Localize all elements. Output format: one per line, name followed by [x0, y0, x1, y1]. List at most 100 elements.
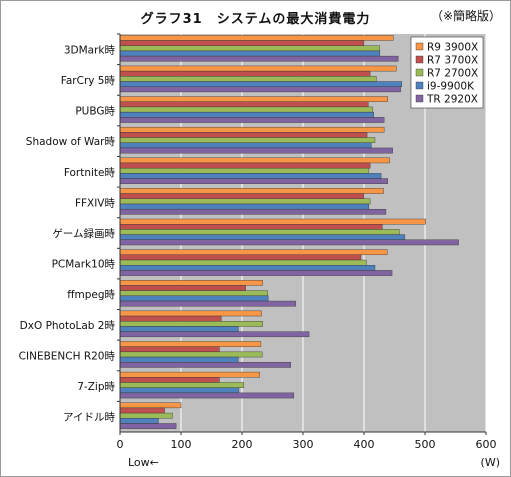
bar — [119, 111, 374, 118]
bar — [119, 101, 369, 108]
bar — [119, 280, 263, 286]
bar — [119, 218, 426, 225]
bar — [119, 387, 240, 394]
bar — [119, 132, 368, 138]
bar — [119, 45, 381, 52]
category-label: Shadow of War時 — [26, 136, 116, 148]
category-label: 3DMark時 — [64, 44, 116, 56]
bar — [119, 188, 384, 194]
bar — [119, 106, 373, 113]
legend-swatch — [415, 81, 424, 90]
bar — [119, 423, 177, 429]
legend-swatch — [415, 94, 424, 103]
chart-note: （※簡略版） — [430, 9, 501, 23]
bar — [119, 270, 393, 276]
bar — [119, 40, 365, 46]
legend-entry: i9-9900K — [427, 81, 475, 93]
legend-entry: TR 2920X — [426, 94, 478, 106]
legend-swatch — [415, 42, 424, 51]
x-tick-label: 300 — [293, 438, 314, 451]
category-label: 7-Zip時 — [77, 381, 115, 393]
bar — [119, 300, 296, 307]
bar — [119, 259, 367, 266]
bar — [119, 70, 371, 77]
bar — [119, 162, 371, 169]
bar — [119, 157, 390, 164]
x-tick-label: 600 — [476, 438, 497, 451]
bar — [119, 402, 182, 409]
category-label: PUBG時 — [75, 106, 115, 118]
bar — [119, 362, 292, 368]
category-label: CINEBENCH R20時 — [19, 350, 116, 362]
bar — [119, 392, 295, 399]
bar — [119, 254, 362, 261]
bar — [119, 198, 371, 205]
bar — [119, 76, 377, 82]
bar — [119, 50, 381, 57]
bar — [119, 285, 246, 291]
category-label: FFXIV時 — [75, 197, 116, 209]
legend-entry: R7 3700X — [427, 55, 478, 67]
bar — [119, 346, 220, 353]
x-tick-label: 100 — [171, 438, 192, 451]
bar — [119, 249, 388, 256]
category-label: DxO PhotoLab 2時 — [20, 320, 116, 332]
bar — [119, 331, 310, 338]
bar — [119, 117, 385, 123]
bar — [119, 65, 397, 72]
legend-entry: R9 3900X — [427, 42, 478, 54]
bar — [119, 96, 388, 102]
category-label: Fortnite時 — [64, 167, 116, 179]
bar — [119, 290, 268, 297]
bar — [119, 203, 370, 210]
bar — [119, 35, 394, 41]
category-label: PCMark10時 — [52, 259, 116, 271]
legend-swatch — [415, 55, 424, 64]
bar — [119, 371, 260, 378]
bar — [119, 326, 239, 332]
category-label: ゲーム録画時 — [52, 227, 115, 240]
bar — [119, 234, 406, 241]
category-label: FarCry 5時 — [61, 75, 116, 87]
bar — [119, 173, 382, 179]
bar — [119, 147, 393, 154]
x-tick-label: 200 — [232, 438, 253, 451]
x-tick-label: 0 — [117, 438, 124, 451]
bar — [119, 351, 263, 358]
bar — [119, 356, 239, 363]
bar — [119, 315, 222, 322]
category-label: ffmpeg時 — [67, 289, 115, 301]
bar — [119, 137, 376, 143]
bar — [119, 142, 372, 149]
bar — [119, 239, 459, 246]
bar — [119, 341, 262, 347]
bar — [119, 223, 383, 230]
x-tick-label: 400 — [354, 438, 375, 451]
bar — [119, 382, 245, 388]
bar — [119, 126, 385, 133]
x-tick-label: 500 — [415, 438, 436, 451]
bar — [119, 178, 388, 184]
bar — [119, 81, 403, 87]
bar — [119, 55, 399, 62]
bar — [119, 229, 400, 235]
x-unit-label: (W) — [481, 456, 500, 469]
bar — [119, 167, 370, 174]
bar — [119, 407, 165, 414]
bar — [119, 208, 387, 215]
bar — [119, 377, 220, 383]
bar — [119, 193, 365, 199]
chart-title: グラフ31 システムの最大消費電力 — [140, 12, 371, 27]
bar — [119, 295, 269, 302]
bar — [119, 310, 262, 317]
legend-entry: R7 2700X — [427, 68, 478, 80]
category-label: アイドル時 — [63, 412, 115, 424]
x-hint-label: Low← — [128, 456, 159, 469]
bar — [119, 265, 376, 271]
bar — [119, 86, 401, 93]
bar — [119, 412, 173, 419]
bar — [119, 321, 263, 327]
legend-swatch — [415, 68, 424, 77]
bar — [119, 418, 159, 424]
